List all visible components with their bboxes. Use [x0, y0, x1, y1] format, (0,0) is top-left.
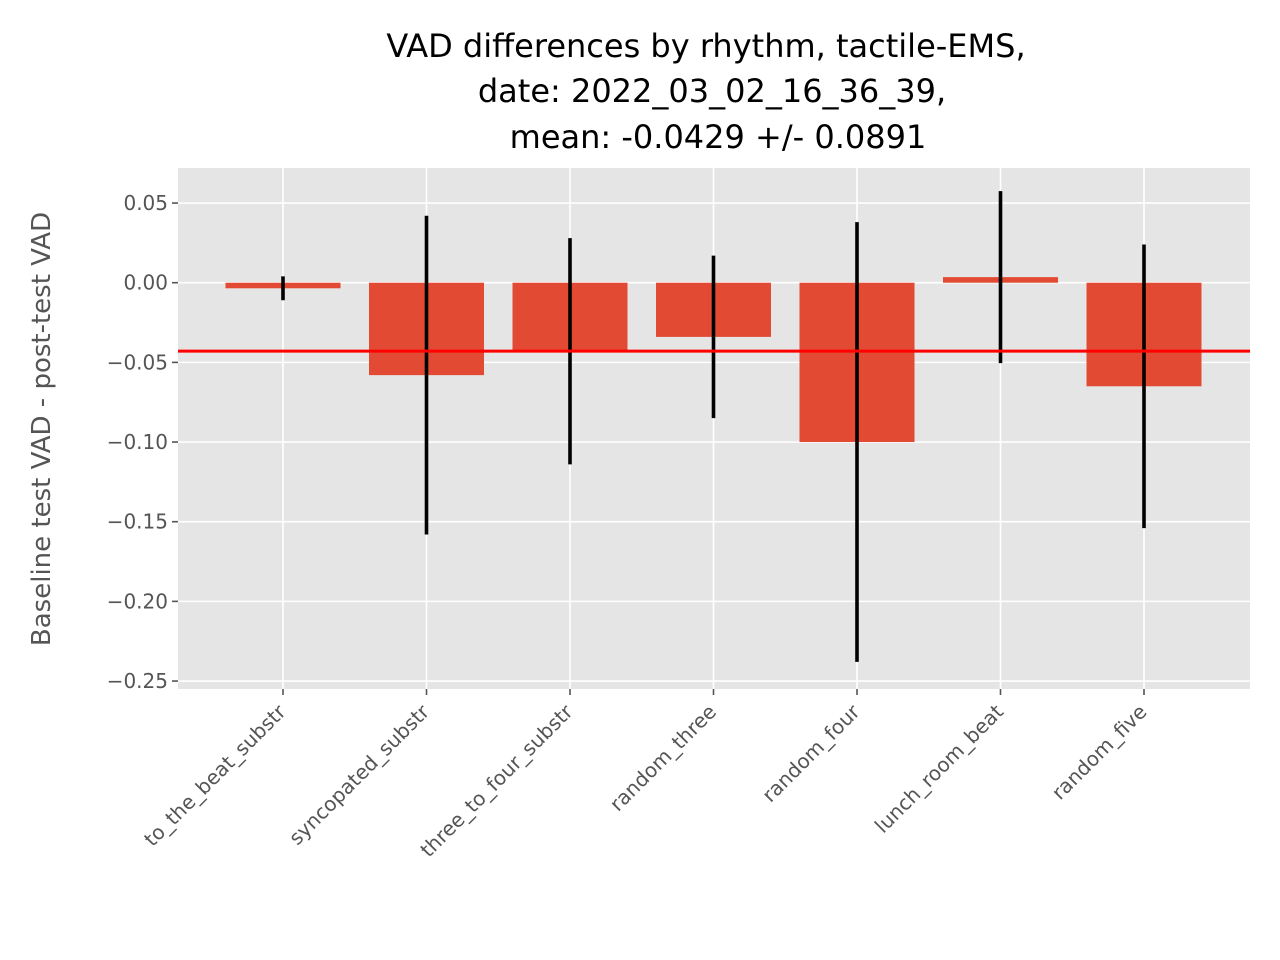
y-tick-label: −0.15: [107, 510, 168, 534]
chart-title-line-2: date: 2022_03_02_16_36_39,: [478, 72, 946, 110]
x-tick-label-syncopated_substr: syncopated_substr: [284, 699, 435, 850]
y-tick-label: 0.05: [123, 191, 168, 215]
y-tick-label: 0.00: [123, 271, 168, 295]
y-axis: 0.05 0.00 −0.05 −0.10 −0.15 −0.20 −0.25: [107, 191, 178, 693]
x-tick-label-random_five: random_five: [1047, 700, 1152, 805]
y-tick-label: −0.05: [107, 350, 168, 374]
y-axis-label: Baseline test VAD - post-test VAD: [27, 212, 57, 646]
x-tick-label-random_four: random_four: [757, 699, 865, 807]
x-tick-label-random_three: random_three: [605, 700, 721, 816]
y-tick-label: −0.25: [107, 669, 168, 693]
chart-title-line-3: mean: -0.0429 +/- 0.0891: [510, 118, 927, 156]
error-bars: [281, 191, 1146, 662]
chart-title: VAD differences by rhythm, tactile-EMS, …: [386, 27, 1025, 156]
x-axis: to_the_beat_substrsyncopated_substrthree…: [139, 689, 1152, 862]
x-tick-label-to_the_beat_substr: to_the_beat_substr: [139, 699, 291, 851]
x-tick-label-three_to_four_substr: three_to_four_substr: [415, 699, 578, 862]
x-tick-label-lunch_room_beat: lunch_room_beat: [870, 699, 1008, 837]
y-tick-label: −0.10: [107, 430, 168, 454]
y-tick-label: −0.20: [107, 589, 168, 613]
chart-title-line-1: VAD differences by rhythm, tactile-EMS,: [386, 27, 1025, 65]
